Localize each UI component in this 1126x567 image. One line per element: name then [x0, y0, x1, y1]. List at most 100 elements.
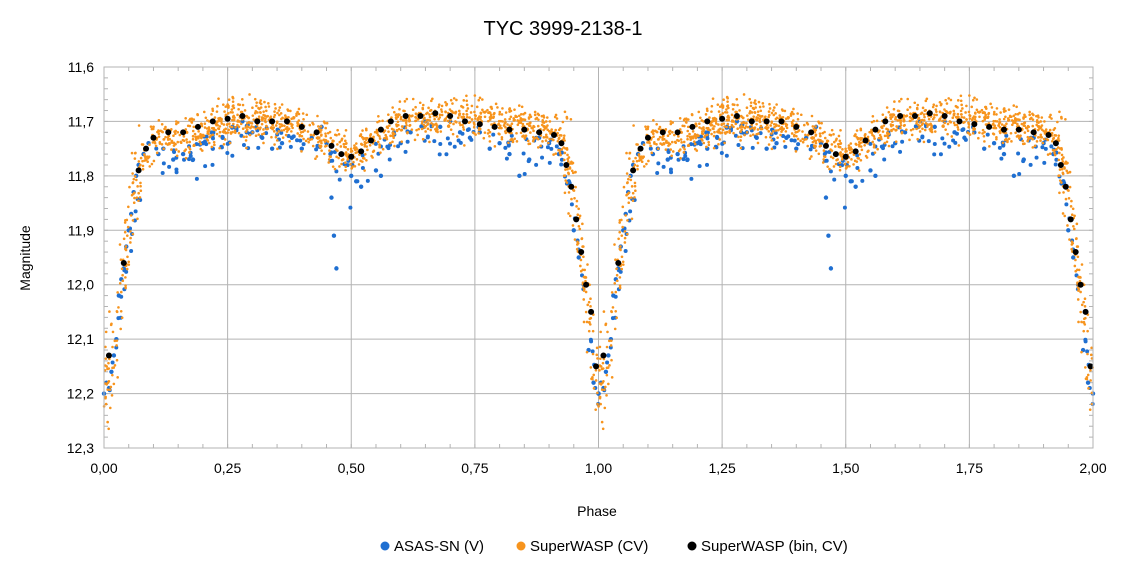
- superwasp-point: [189, 117, 192, 121]
- superwasp-binned-point: [832, 151, 839, 158]
- superwasp-point: [685, 121, 688, 124]
- superwasp-point: [900, 97, 903, 101]
- superwasp-point: [1086, 352, 1089, 356]
- superwasp-point: [360, 142, 363, 146]
- superwasp-point: [821, 161, 825, 164]
- superwasp-point: [475, 105, 479, 109]
- superwasp-point: [415, 113, 419, 116]
- superwasp-point: [383, 136, 386, 140]
- superwasp-point: [596, 391, 599, 395]
- superwasp-point: [203, 126, 207, 129]
- superwasp-point: [515, 131, 518, 135]
- superwasp-point: [1039, 139, 1042, 142]
- superwasp-point: [1060, 117, 1063, 120]
- superwasp-point: [695, 124, 698, 128]
- asas-sn-point: [547, 160, 552, 165]
- superwasp-point: [1077, 289, 1080, 292]
- superwasp-point: [1036, 114, 1040, 117]
- x-tick-label: 0,75: [461, 460, 488, 476]
- superwasp-point: [1026, 135, 1030, 139]
- superwasp-point: [327, 161, 331, 164]
- superwasp-point: [965, 118, 968, 121]
- superwasp-point: [1070, 199, 1073, 203]
- superwasp-point: [613, 327, 617, 331]
- superwasp-point: [517, 104, 521, 107]
- superwasp-point: [175, 154, 179, 158]
- superwasp-point: [1031, 112, 1034, 116]
- superwasp-point: [768, 102, 771, 106]
- superwasp-point: [278, 125, 282, 129]
- superwasp-point: [247, 116, 250, 120]
- asas-sn-point: [808, 147, 813, 152]
- superwasp-point: [676, 138, 679, 142]
- superwasp-point: [176, 140, 180, 144]
- superwasp-point: [943, 118, 947, 122]
- superwasp-point: [1008, 114, 1012, 118]
- asas-sn-point: [954, 131, 959, 136]
- superwasp-point: [586, 303, 590, 307]
- asas-sn-point: [832, 177, 837, 182]
- superwasp-point: [616, 279, 619, 283]
- superwasp-point: [947, 97, 951, 100]
- superwasp-point: [292, 117, 295, 120]
- superwasp-point: [759, 109, 763, 113]
- superwasp-point: [482, 136, 486, 140]
- superwasp-point: [636, 143, 639, 146]
- superwasp-point: [1086, 373, 1090, 377]
- superwasp-point: [922, 119, 926, 122]
- superwasp-point: [882, 124, 886, 127]
- superwasp-point: [954, 104, 958, 108]
- superwasp-binned-point: [1000, 126, 1007, 133]
- superwasp-point: [1082, 300, 1085, 304]
- superwasp-point: [155, 151, 159, 155]
- superwasp-point: [1016, 112, 1020, 116]
- superwasp-point: [124, 284, 127, 288]
- superwasp-point: [921, 106, 925, 110]
- superwasp-point: [922, 113, 926, 116]
- superwasp-point: [935, 113, 938, 117]
- superwasp-point: [596, 402, 599, 406]
- asas-sn-point: [719, 151, 724, 156]
- superwasp-point: [324, 134, 328, 138]
- superwasp-point: [594, 379, 598, 382]
- superwasp-binned-point: [461, 118, 468, 125]
- y-tick-labels: 11,611,711,811,912,012,112,212,3: [67, 59, 94, 456]
- superwasp-point: [668, 132, 672, 136]
- superwasp-point: [1020, 122, 1024, 126]
- superwasp-point: [647, 140, 651, 143]
- superwasp-binned-point: [536, 129, 543, 136]
- superwasp-point: [424, 130, 427, 133]
- superwasp-point: [615, 267, 618, 271]
- superwasp-point: [151, 127, 155, 131]
- superwasp-point: [124, 286, 127, 290]
- superwasp-point: [532, 135, 535, 139]
- superwasp-point: [542, 121, 546, 124]
- superwasp-point: [804, 133, 807, 137]
- superwasp-point: [764, 126, 768, 129]
- asas-sn-point: [843, 173, 848, 179]
- superwasp-point: [664, 141, 668, 144]
- superwasp-point: [420, 122, 424, 125]
- superwasp-point: [208, 135, 212, 139]
- superwasp-point: [407, 118, 411, 121]
- superwasp-point: [1078, 275, 1082, 279]
- superwasp-point: [614, 309, 618, 313]
- superwasp-point: [829, 155, 833, 159]
- superwasp-point: [1063, 167, 1066, 170]
- superwasp-point: [254, 134, 258, 138]
- superwasp-point: [186, 124, 190, 128]
- superwasp-point: [906, 97, 910, 101]
- superwasp-binned-point: [105, 352, 112, 359]
- superwasp-point: [707, 140, 710, 144]
- superwasp-point: [857, 140, 861, 144]
- superwasp-point: [927, 117, 931, 121]
- superwasp-point: [104, 357, 108, 360]
- asas-sn-point: [487, 146, 492, 151]
- superwasp-point: [802, 123, 806, 127]
- superwasp-point: [886, 131, 889, 134]
- superwasp-point: [597, 405, 600, 408]
- superwasp-point: [1033, 144, 1037, 148]
- superwasp-point: [137, 160, 141, 163]
- superwasp-binned-point: [180, 129, 187, 136]
- superwasp-point: [532, 124, 535, 128]
